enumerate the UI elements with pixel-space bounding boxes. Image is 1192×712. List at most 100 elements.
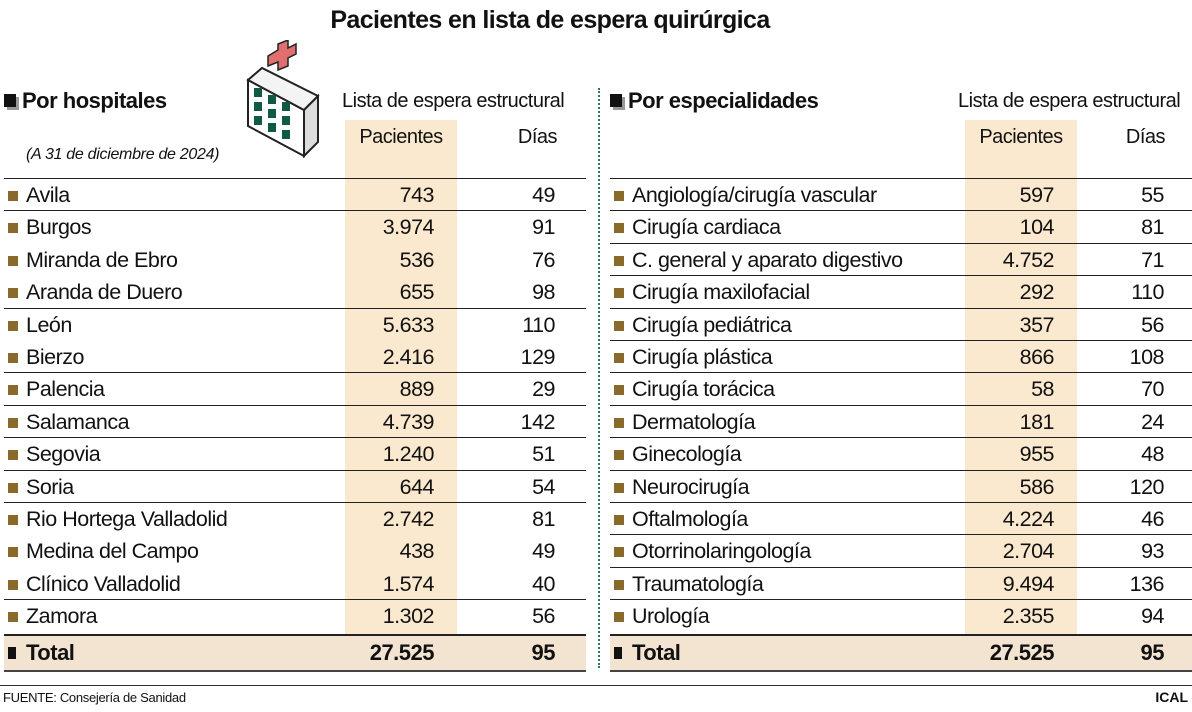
row-dias: 71 bbox=[1141, 247, 1164, 272]
row-pacientes: 58 bbox=[1031, 377, 1054, 402]
row-bullet-icon bbox=[614, 579, 624, 590]
total-pacientes: 27.525 bbox=[989, 640, 1055, 665]
row-pacientes: 3.974 bbox=[382, 215, 435, 240]
table-row: Ginecología 955 48 bbox=[610, 438, 1192, 471]
table-row: Cirugía plástica 866 108 bbox=[610, 341, 1192, 374]
row-bullet-icon bbox=[8, 547, 18, 558]
row-pacientes: 4.752 bbox=[1002, 247, 1055, 272]
row-label: Salamanca bbox=[26, 409, 130, 434]
table-row: Burgos 3.974 91 bbox=[4, 211, 586, 243]
row-bullet-icon bbox=[614, 482, 624, 493]
row-label: Palencia bbox=[26, 377, 105, 402]
row-dias: 98 bbox=[532, 280, 555, 305]
row-pacientes: 743 bbox=[399, 183, 435, 207]
row-pacientes: 644 bbox=[399, 474, 435, 499]
table-row: Salamanca 4.739 142 bbox=[4, 406, 586, 439]
row-pacientes: 292 bbox=[1019, 280, 1055, 305]
table-row: Segovia 1.240 51 bbox=[4, 438, 586, 471]
row-bullet-icon bbox=[8, 385, 18, 396]
row-label: Neurocirugía bbox=[632, 474, 750, 499]
row-pacientes: 5.633 bbox=[382, 312, 435, 337]
section-bullet-icon bbox=[610, 94, 622, 107]
row-bullet-icon bbox=[8, 288, 18, 299]
row-pacientes: 357 bbox=[1019, 312, 1055, 337]
column-header-dias: Días bbox=[1125, 126, 1166, 148]
total-pacientes: 27.525 bbox=[369, 640, 435, 665]
table-row: Cirugía pediátrica 357 56 bbox=[610, 309, 1192, 341]
table-row: Clínico Valladolid 1.574 40 bbox=[4, 568, 586, 601]
row-bullet-icon bbox=[614, 612, 624, 623]
row-label: Dermatología bbox=[632, 409, 756, 434]
row-dias: 54 bbox=[532, 474, 555, 499]
row-pacientes: 438 bbox=[399, 539, 435, 564]
row-pacientes: 955 bbox=[1019, 442, 1055, 467]
table-row: Bierzo 2.416 129 bbox=[4, 341, 586, 374]
row-label: Cirugía torácica bbox=[632, 377, 775, 402]
table-row: Aranda de Duero 655 98 bbox=[4, 276, 586, 309]
row-label: Medina del Campo bbox=[26, 539, 199, 564]
table-row: Dermatología 181 24 bbox=[610, 406, 1192, 439]
table-row: Otorrinolaringología 2.704 93 bbox=[610, 535, 1192, 568]
row-label: Urología bbox=[632, 604, 710, 629]
row-dias: 55 bbox=[1141, 183, 1164, 207]
row-bullet-icon bbox=[614, 223, 624, 234]
row-label: Ginecología bbox=[632, 442, 742, 467]
row-pacientes: 4.739 bbox=[382, 409, 435, 434]
table-row: Palencia 889 29 bbox=[4, 373, 586, 406]
column-header-pacientes: Pacientes bbox=[359, 126, 443, 148]
section-title-hospitales: Por hospitales bbox=[4, 88, 167, 114]
source-note: FUENTE: Consejería de Sanidad bbox=[3, 690, 186, 705]
row-bullet-icon bbox=[614, 255, 624, 266]
group-header: Lista de espera estructural bbox=[342, 90, 565, 112]
row-label: Angiología/cirugía vascular bbox=[632, 183, 877, 207]
row-bullet-icon bbox=[8, 223, 18, 234]
row-dias: 108 bbox=[1129, 344, 1165, 369]
row-label: Bierzo bbox=[26, 344, 84, 369]
table-row: Cirugía maxilofacial 292 110 bbox=[610, 276, 1192, 309]
row-dias: 94 bbox=[1141, 604, 1164, 629]
page-title: Pacientes en lista de espera quirúrgica bbox=[330, 6, 770, 34]
row-pacientes: 655 bbox=[399, 280, 435, 305]
row-pacientes: 9.494 bbox=[1002, 571, 1055, 596]
row-pacientes: 866 bbox=[1019, 344, 1055, 369]
row-pacientes: 4.224 bbox=[1002, 506, 1055, 531]
table-row: Oftalmología 4.224 46 bbox=[610, 503, 1192, 536]
table-row: Zamora 1.302 56 bbox=[4, 600, 586, 632]
total-row: Total 27.525 95 bbox=[4, 634, 586, 672]
row-bullet-icon bbox=[614, 547, 624, 558]
row-bullet-icon bbox=[8, 514, 18, 525]
section-title-especialidades: Por especialidades bbox=[610, 88, 819, 114]
row-bullet-icon bbox=[614, 288, 624, 299]
row-dias: 49 bbox=[532, 539, 555, 564]
row-pacientes: 889 bbox=[399, 377, 435, 402]
row-pacientes: 2.704 bbox=[1002, 539, 1055, 564]
row-label: Otorrinolaringología bbox=[632, 539, 811, 564]
row-dias: 46 bbox=[1141, 506, 1164, 531]
table-row: Cirugía cardiaca 104 81 bbox=[610, 211, 1192, 244]
row-dias: 76 bbox=[532, 247, 555, 272]
brand-credit: ICAL bbox=[1155, 689, 1188, 705]
row-dias: 56 bbox=[1141, 312, 1164, 337]
row-bullet-icon bbox=[8, 612, 18, 623]
row-bullet-icon bbox=[614, 320, 624, 331]
pacientes-column-highlight bbox=[965, 120, 1077, 634]
row-label: Miranda de Ebro bbox=[26, 247, 178, 272]
row-dias: 51 bbox=[532, 442, 555, 467]
table-row: C. general y aparato digestivo 4.752 71 bbox=[610, 244, 1192, 277]
row-dias: 120 bbox=[1129, 474, 1165, 499]
row-label: Cirugía plástica bbox=[632, 344, 773, 369]
row-pacientes: 586 bbox=[1019, 474, 1055, 499]
row-label: Traumatología bbox=[632, 571, 764, 596]
row-dias: 70 bbox=[1141, 377, 1164, 402]
row-dias: 110 bbox=[522, 312, 555, 337]
row-dias: 81 bbox=[1141, 215, 1164, 240]
row-bullet-icon bbox=[614, 514, 624, 525]
table-row: Avila 743 49 bbox=[4, 179, 586, 212]
specialties-table: Por especialidades Lista de espera estru… bbox=[608, 0, 1192, 680]
row-bullet-icon bbox=[8, 191, 18, 201]
table-row: Neurocirugía 586 120 bbox=[610, 471, 1192, 503]
table-row: Miranda de Ebro 536 76 bbox=[4, 244, 586, 276]
row-bullet-icon bbox=[614, 385, 624, 396]
row-dias: 29 bbox=[532, 377, 555, 402]
table-row: León 5.633 110 bbox=[4, 309, 586, 341]
